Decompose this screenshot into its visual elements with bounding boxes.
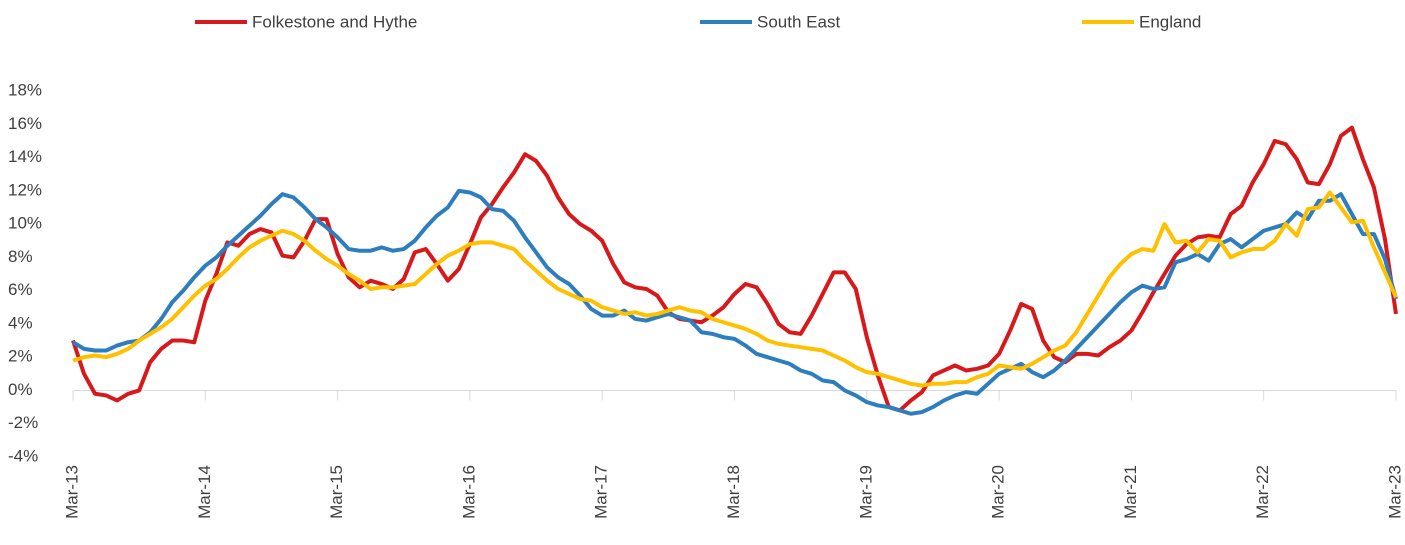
x-tick-label: Mar-20 xyxy=(989,465,1008,519)
series-line xyxy=(71,188,1398,416)
y-tick-label: 16% xyxy=(8,114,42,133)
legend-label: Folkestone and Hythe xyxy=(252,12,417,31)
series-line xyxy=(72,190,1398,388)
x-tick-label: Mar-21 xyxy=(1121,465,1140,519)
y-tick-label: -4% xyxy=(8,446,38,465)
y-tick-label: 18% xyxy=(8,80,42,99)
y-tick-label: 4% xyxy=(8,313,33,332)
y-tick-label: 0% xyxy=(8,380,33,399)
y-tick-label: 14% xyxy=(8,147,42,166)
y-tick-label: 6% xyxy=(8,280,33,299)
x-tick-label: Mar-15 xyxy=(327,465,346,519)
series-line xyxy=(71,125,1398,413)
x-tick-label: Mar-14 xyxy=(195,465,214,519)
x-tick-label: Mar-13 xyxy=(62,465,81,519)
x-tick-label: Mar-17 xyxy=(592,465,611,519)
y-tick-label: 2% xyxy=(8,347,33,366)
legend-label: South East xyxy=(757,12,840,31)
y-tick-label: 8% xyxy=(8,247,33,266)
legend-label: England xyxy=(1139,12,1201,31)
x-tick-label: Mar-22 xyxy=(1253,465,1272,519)
y-tick-label: -2% xyxy=(8,413,38,432)
y-tick-label: 10% xyxy=(8,214,42,233)
x-tick-label: Mar-19 xyxy=(856,465,875,519)
x-tick-label: Mar-23 xyxy=(1385,465,1404,519)
x-tick-label: Mar-16 xyxy=(459,465,478,519)
y-tick-label: 12% xyxy=(8,180,42,199)
x-tick-label: Mar-18 xyxy=(724,465,743,519)
